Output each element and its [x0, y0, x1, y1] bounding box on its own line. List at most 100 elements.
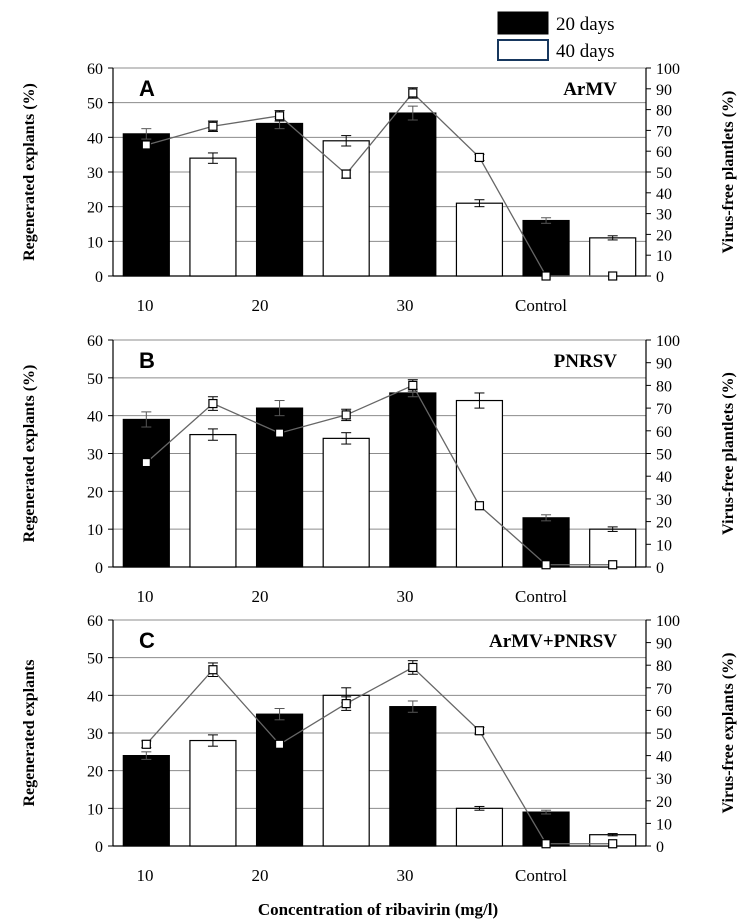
y2-tick-label: 0 — [656, 839, 664, 856]
y2-tick-label: 100 — [656, 61, 680, 78]
y2-tick-label: 100 — [656, 333, 680, 350]
y-tick-label: 30 — [87, 447, 103, 464]
virus-free-point — [408, 88, 418, 98]
y-tick-label: 40 — [87, 409, 103, 426]
bar — [122, 418, 170, 568]
panel-letter: A — [139, 76, 155, 101]
legend-label-40-days: 40 days — [556, 41, 615, 62]
y2-tick-label: 40 — [656, 469, 672, 486]
bar — [122, 133, 170, 277]
y2-tick-label: 30 — [656, 492, 672, 509]
bar — [589, 237, 637, 277]
bar — [389, 112, 437, 277]
y-tick-label: 60 — [87, 613, 103, 630]
y2-tick-label: 40 — [656, 749, 672, 766]
virus-free-point — [274, 428, 285, 438]
bar — [455, 202, 504, 277]
y2-tick-label: 60 — [656, 424, 672, 441]
virus-free-line — [145, 666, 613, 845]
virus-free-point — [474, 152, 485, 163]
virus-free-point — [141, 739, 151, 749]
panel-b: 0 10 20 30 40 50 60 0 10 20 30 40 50 60 70 80 90 100 10 20 3… — [21, 333, 737, 606]
y2-tick-label: 70 — [656, 681, 672, 698]
panel-c: 0 10 20 30 40 50 60 0 10 20 30 40 50 60 70 80 90 100 10 20 3… — [21, 613, 737, 885]
virus-free-point — [608, 271, 618, 281]
bar — [122, 754, 170, 847]
virus-free-point — [608, 560, 618, 570]
x-tick-label: 20 — [252, 587, 269, 606]
x-tick-label: Control — [515, 587, 567, 606]
y-axis-title: Regenerated explants (%) — [21, 365, 38, 543]
x-tick-label: Control — [515, 866, 567, 885]
panel-a: 0 10 20 30 40 50 60 0 10 20 30 40 50 60 70 80 90 100 10 20 3… — [21, 61, 737, 315]
y2-tick-label: 70 — [656, 123, 672, 140]
y-tick-label: 10 — [87, 522, 103, 539]
y-tick-label: 60 — [87, 333, 103, 350]
y2-tick-label: 10 — [656, 537, 672, 554]
y2-tick-label: 100 — [656, 613, 680, 630]
panel-virus-name: ArMV+PNRSV — [489, 631, 617, 652]
y-tick-label: 50 — [87, 371, 103, 388]
bar — [389, 706, 437, 847]
y-tick-label: 0 — [95, 839, 103, 856]
x-tick-label: Control — [515, 296, 567, 315]
virus-free-line — [145, 384, 613, 566]
virus-free-point — [541, 560, 551, 570]
bar — [522, 517, 570, 568]
y-tick-label: 50 — [87, 96, 103, 113]
virus-free-point — [541, 839, 551, 849]
y-tick-label: 40 — [87, 688, 103, 705]
bar — [255, 122, 304, 277]
y2-tick-label: 20 — [656, 227, 672, 244]
y-tick-label: 0 — [95, 560, 103, 577]
y2-tick-label: 60 — [656, 144, 672, 161]
y2-tick-label: 30 — [656, 207, 672, 224]
bar — [322, 694, 370, 847]
virus-free-point — [408, 662, 418, 673]
y-tick-label: 10 — [87, 801, 103, 818]
panel-virus-name: ArMV — [563, 79, 617, 100]
virus-free-point — [208, 121, 218, 131]
y2-tick-label: 10 — [656, 248, 672, 265]
legend-swatch-20-days — [497, 11, 549, 35]
y2-tick-label: 50 — [656, 726, 672, 743]
y2-tick-label: 90 — [656, 82, 672, 99]
y2-tick-label: 0 — [656, 269, 664, 286]
y2-tick-label: 50 — [656, 447, 672, 464]
y2-axis-title: Virus-free plantlets (%) — [720, 91, 737, 254]
y-tick-label: 30 — [87, 726, 103, 743]
virus-free-point — [408, 380, 418, 390]
x-tick-label: 10 — [137, 866, 154, 885]
legend-swatch-40-days — [497, 39, 549, 61]
y2-tick-label: 90 — [656, 356, 672, 373]
panel-letter: B — [139, 348, 155, 373]
y-tick-label: 50 — [87, 651, 103, 668]
virus-free-point — [141, 140, 151, 150]
bar — [189, 433, 237, 568]
y2-tick-label: 20 — [656, 794, 672, 811]
y-axis-title: Regenerated explants — [21, 659, 38, 806]
y-tick-label: 20 — [87, 764, 103, 781]
y2-tick-label: 50 — [656, 165, 672, 182]
y2-tick-label: 80 — [656, 658, 672, 675]
bar — [189, 739, 237, 847]
y2-tick-label: 0 — [656, 560, 664, 577]
x-tick-label: 30 — [397, 866, 414, 885]
bar — [389, 392, 437, 568]
y-tick-label: 20 — [87, 484, 103, 501]
bar — [455, 399, 504, 568]
virus-free-point — [341, 410, 351, 420]
virus-free-point — [208, 665, 218, 675]
virus-free-point — [274, 111, 285, 121]
x-tick-label: 10 — [137, 587, 154, 606]
virus-free-point — [208, 398, 218, 409]
virus-free-point — [141, 457, 151, 468]
x-tick-label: 20 — [252, 866, 269, 885]
virus-free-point — [608, 839, 618, 849]
y2-tick-label: 30 — [656, 771, 672, 788]
y-tick-label: 0 — [95, 269, 103, 286]
y2-tick-label: 80 — [656, 103, 672, 120]
bar — [255, 713, 304, 847]
